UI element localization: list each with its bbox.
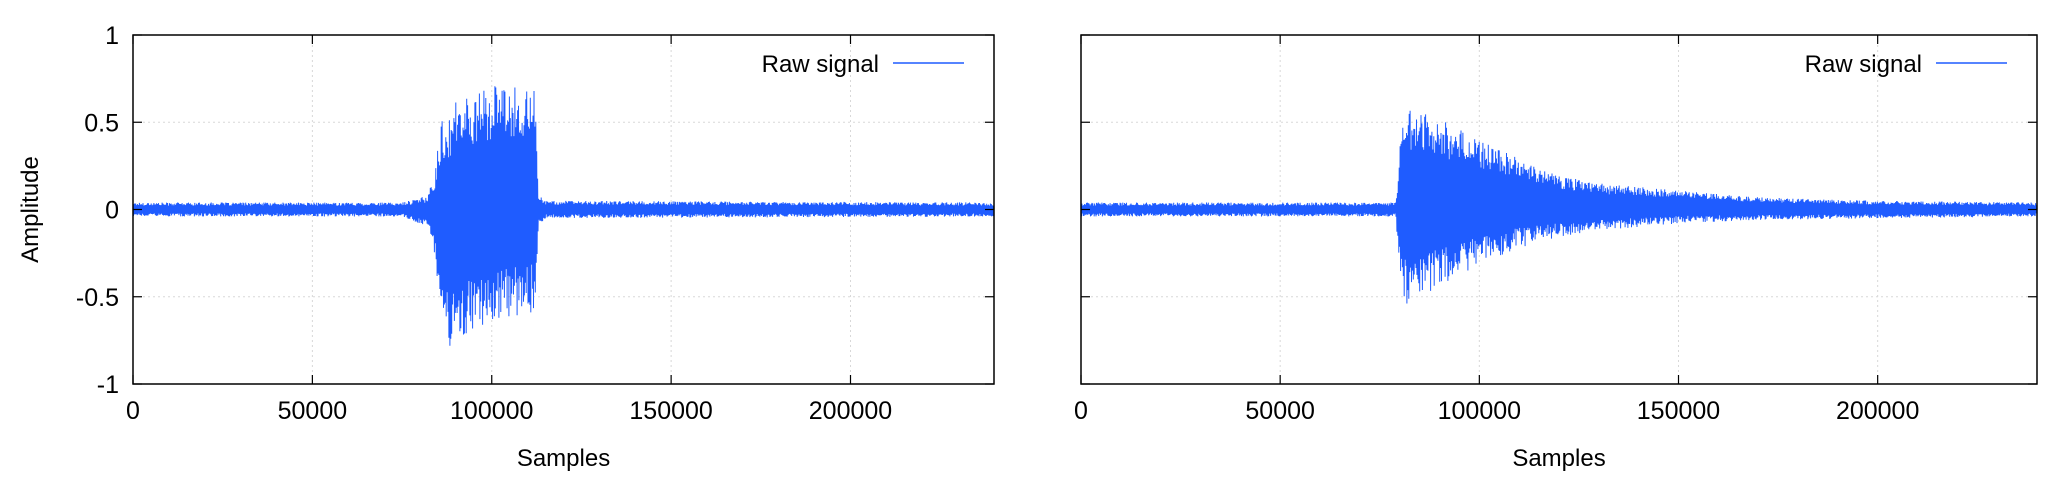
x-tick-label: 50000 <box>278 397 348 425</box>
x-tick-label: 200000 <box>809 397 892 425</box>
x-tick-label: 0 <box>1074 397 1088 425</box>
y-tick-label: 0 <box>105 197 119 225</box>
x-tick-label: 50000 <box>1245 397 1315 425</box>
chart-panel-left: 0 50000 100000 150000 200000 1 0.5 0 -0.5 -1 Sam… <box>17 22 995 472</box>
x-tick-labels: 0 50000 100000 150000 200000 <box>126 397 892 425</box>
x-tick-label: 150000 <box>629 397 712 425</box>
x-axis-label: Samples <box>1512 445 1605 472</box>
x-tick-labels: 0 50000 100000 150000 200000 <box>1074 397 1919 425</box>
x-tick-label: 150000 <box>1637 397 1720 425</box>
chart-panel-right: 0 50000 100000 150000 200000 Samples Raw sig… <box>1074 34 2038 472</box>
y-axis-label: Amplitude <box>17 156 44 263</box>
signal-trace <box>132 86 995 346</box>
x-tick-label: 200000 <box>1836 397 1919 425</box>
axis-ticks <box>1080 34 2037 385</box>
y-tick-label: -0.5 <box>76 284 119 312</box>
axis-ticks <box>132 34 994 385</box>
legend-label: Raw signal <box>1805 51 1922 78</box>
y-tick-label: 0.5 <box>84 109 119 137</box>
x-tick-label: 100000 <box>450 397 533 425</box>
x-axis-label: Samples <box>517 445 610 472</box>
legend: Raw signal <box>762 51 964 78</box>
y-tick-labels: 1 0.5 0 -0.5 -1 <box>76 22 119 399</box>
legend: Raw signal <box>1805 51 2007 78</box>
y-tick-label: 1 <box>105 22 119 50</box>
signal-trace <box>1080 110 2038 304</box>
x-tick-label: 0 <box>126 397 140 425</box>
x-tick-label: 100000 <box>1438 397 1521 425</box>
legend-label: Raw signal <box>762 51 879 78</box>
y-tick-label: -1 <box>97 371 119 399</box>
